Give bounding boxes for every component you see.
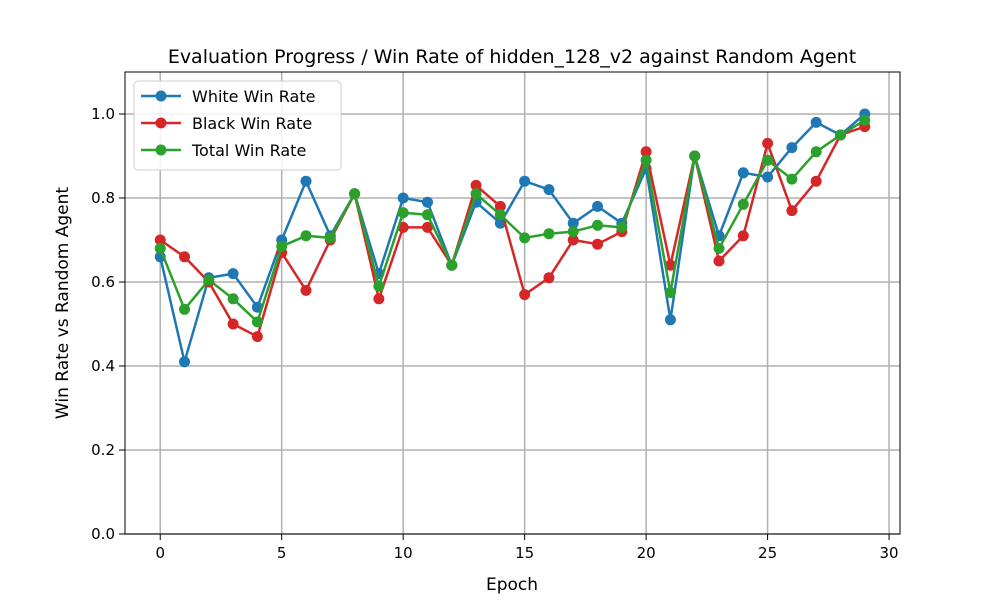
- data-point: [154, 242, 166, 254]
- data-point: [519, 232, 531, 244]
- x-tick-label: 0: [155, 544, 165, 562]
- data-point: [470, 179, 482, 191]
- data-point: [592, 200, 604, 212]
- data-point: [543, 184, 555, 196]
- data-point: [203, 274, 215, 286]
- data-point: [567, 217, 579, 229]
- x-tick-label: 30: [880, 544, 899, 562]
- legend-marker: [155, 90, 167, 102]
- data-point: [810, 146, 822, 158]
- data-point: [567, 226, 579, 238]
- data-point: [664, 259, 676, 271]
- x-tick-label: 20: [637, 544, 656, 562]
- data-point: [786, 173, 798, 185]
- y-tick-label: 0.0: [91, 525, 115, 543]
- data-point: [470, 188, 482, 200]
- legend: White Win Rate Black Win Rate Total Win Ra…: [133, 80, 342, 171]
- data-point: [664, 314, 676, 326]
- x-tick-label: 15: [515, 544, 534, 562]
- data-point: [762, 154, 774, 166]
- data-point: [713, 255, 725, 267]
- x-tick-label: 10: [394, 544, 413, 562]
- data-point: [689, 150, 701, 162]
- data-point: [227, 268, 239, 280]
- x-tick-label: 25: [758, 544, 777, 562]
- data-point: [179, 251, 191, 263]
- data-point: [713, 242, 725, 254]
- data-point: [446, 259, 458, 271]
- data-point: [154, 234, 166, 246]
- legend-box: [133, 80, 342, 171]
- plot-frame: [124, 71, 901, 535]
- data-point: [421, 221, 433, 233]
- data-point: [494, 209, 506, 221]
- legend-items: White Win Rate Black Win Rate Total Win Ra…: [141, 87, 315, 160]
- data-point: [543, 272, 555, 284]
- data-point: [859, 114, 871, 126]
- legend-label: Total Win Rate: [191, 141, 306, 160]
- data-point: [640, 146, 652, 158]
- data-point: [421, 209, 433, 221]
- data-point: [227, 293, 239, 305]
- data-point: [592, 238, 604, 250]
- data-point: [543, 228, 555, 240]
- data-point: [251, 316, 263, 328]
- data-point: [737, 167, 749, 179]
- data-point: [737, 230, 749, 242]
- series-line: [159, 119, 866, 324]
- y-axis-label: Win Rate vs Random Agent: [53, 187, 73, 419]
- data-point: [349, 188, 361, 200]
- data-point: [373, 280, 385, 292]
- data-point: [494, 200, 506, 212]
- legend-marker: [155, 117, 167, 129]
- x-tick-label: 5: [277, 544, 287, 562]
- y-tick-label: 0.2: [91, 441, 115, 459]
- grid: [125, 72, 900, 535]
- data-point: [300, 175, 312, 187]
- data-point: [762, 171, 774, 183]
- data-point: [834, 129, 846, 141]
- ticks: 0 5 10 15 20 25 30 0.0 0.2 0.4 0.6 0.8 1.0: [91, 105, 898, 562]
- chart-title: Evaluation Progress / Win Rate of hidden…: [168, 46, 856, 68]
- data-point: [519, 175, 531, 187]
- data-point: [616, 221, 628, 233]
- data-point: [786, 142, 798, 154]
- data-point: [373, 293, 385, 305]
- legend-label: Black Win Rate: [192, 114, 312, 133]
- data-point: [762, 137, 774, 149]
- data-point: [300, 284, 312, 296]
- y-tick-label: 1.0: [91, 105, 115, 123]
- data-point: [519, 289, 531, 301]
- series-3: [154, 114, 871, 328]
- data-point: [227, 318, 239, 330]
- data-point: [179, 303, 191, 315]
- data-point: [179, 356, 191, 368]
- data-point: [567, 234, 579, 246]
- series-layer: [154, 108, 871, 368]
- data-point: [810, 175, 822, 187]
- legend-label: White Win Rate: [192, 87, 315, 106]
- data-point: [397, 192, 409, 204]
- y-tick-label: 0.6: [91, 273, 115, 291]
- y-tick-label: 0.8: [91, 189, 115, 207]
- data-point: [664, 287, 676, 298]
- data-point: [640, 154, 652, 166]
- data-point: [786, 205, 798, 217]
- legend-marker: [155, 144, 167, 156]
- y-tick-label: 0.4: [91, 357, 115, 375]
- data-point: [300, 230, 312, 242]
- series-line: [159, 125, 866, 338]
- data-point: [421, 196, 433, 208]
- x-axis-label: Epoch: [486, 575, 538, 595]
- data-point: [276, 240, 288, 252]
- data-point: [397, 207, 409, 219]
- data-point: [251, 331, 263, 343]
- data-point: [737, 198, 749, 210]
- data-point: [810, 116, 822, 128]
- data-point: [324, 232, 336, 244]
- data-point: [592, 219, 604, 231]
